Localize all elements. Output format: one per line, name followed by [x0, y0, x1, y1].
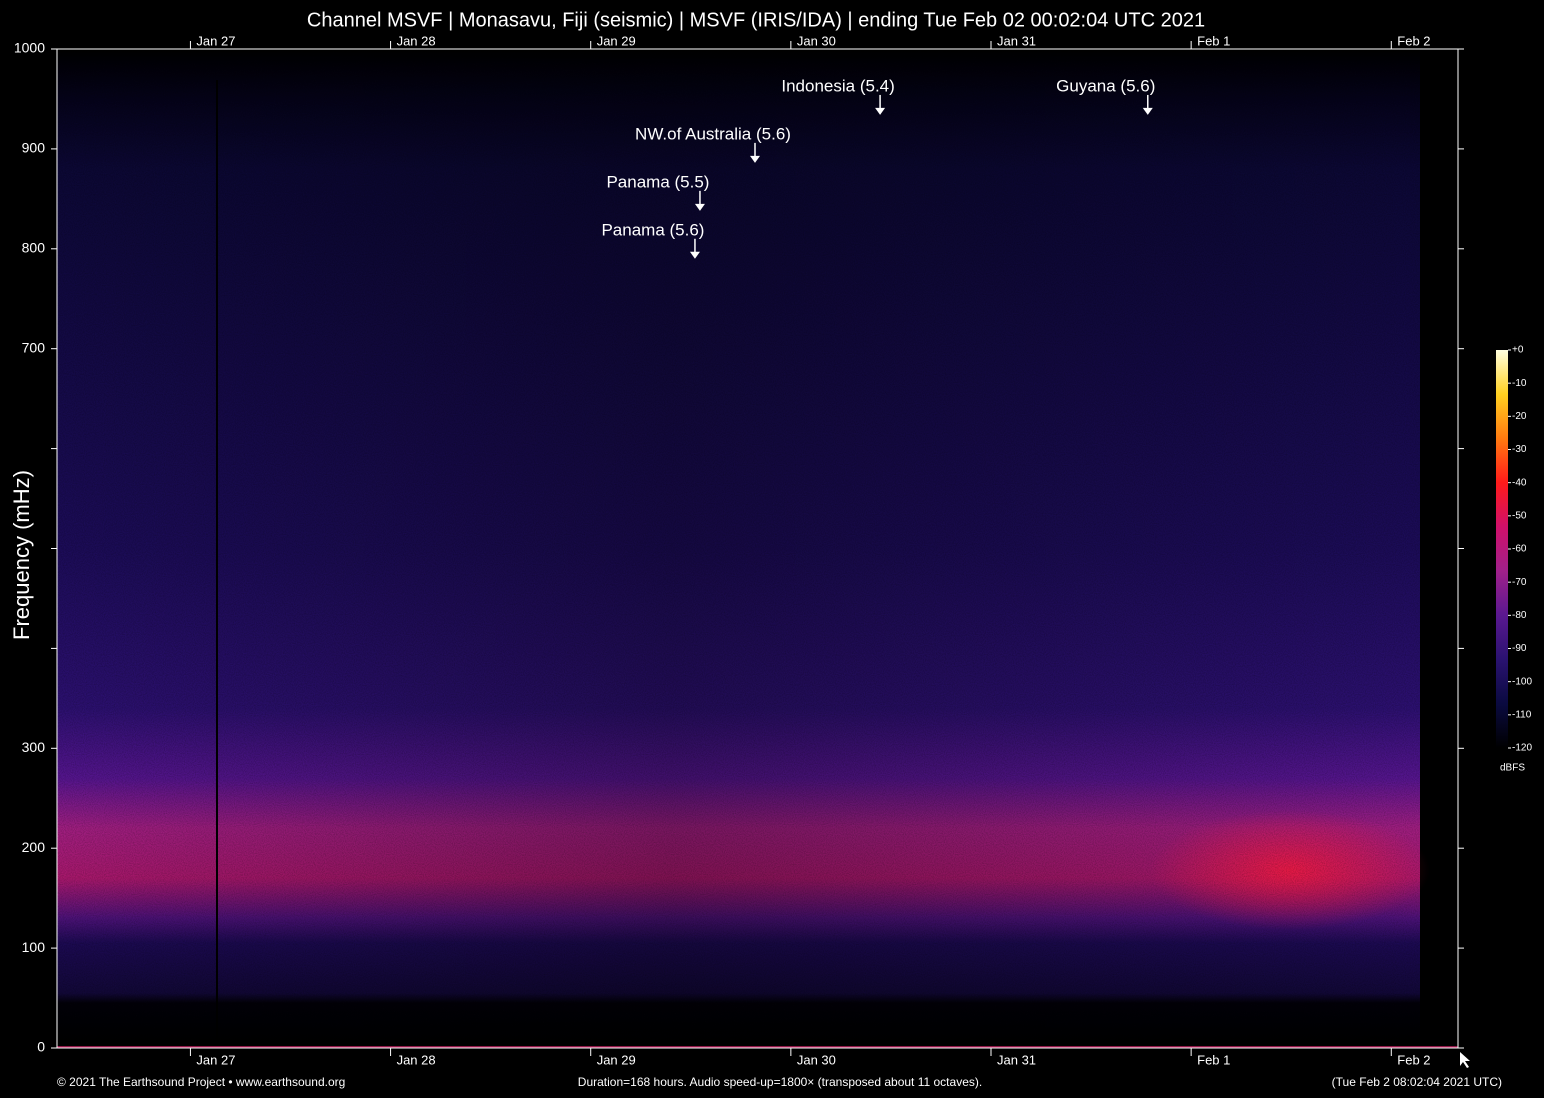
- y-tick-label: 300: [22, 739, 46, 755]
- annotation-label: Panama (5.6): [601, 220, 704, 239]
- spectrogram-noise: [57, 49, 1420, 1048]
- colorbar-label: dBFS: [1500, 763, 1525, 774]
- colorbar-tick-label: -50: [1512, 510, 1527, 521]
- x-tick-label-top: Jan 27: [196, 33, 235, 48]
- x-tick-label-top: Feb 2: [1397, 33, 1430, 48]
- colorbar-tick-label: -40: [1512, 477, 1527, 488]
- colorbar-tick-label: -80: [1512, 610, 1527, 621]
- x-tick-label: Jan 29: [597, 1052, 636, 1067]
- colorbar-tick-label: -100: [1512, 676, 1532, 687]
- x-tick-label-top: Feb 1: [1197, 33, 1230, 48]
- y-tick-label: 900: [22, 140, 46, 156]
- colorbar-tick-label: -70: [1512, 577, 1527, 588]
- y-tick-label: 100: [22, 939, 46, 955]
- x-tick-label-top: Jan 31: [997, 33, 1036, 48]
- annotation-arrowhead: [689, 251, 700, 259]
- footer-right: (Tue Feb 2 08:02:04 2021 UTC): [1332, 1075, 1502, 1089]
- annotation-label: NW.of Australia (5.6): [635, 124, 791, 143]
- annotation-arrowhead: [749, 155, 760, 163]
- annotation-label: Panama (5.5): [606, 172, 709, 191]
- colorbar-tick-label: -30: [1512, 444, 1527, 455]
- x-tick-label: Jan 31: [997, 1052, 1036, 1067]
- annotation-arrowhead: [694, 203, 705, 211]
- x-tick-label-top: Jan 28: [397, 33, 436, 48]
- y-axis-label: Frequency (mHz): [9, 470, 34, 640]
- y-tick-label: 0: [37, 1039, 45, 1055]
- colorbar-tick-label: -120: [1512, 743, 1532, 754]
- footer-left: © 2021 The Earthsound Project • www.eart…: [57, 1075, 345, 1089]
- chart-title: Channel MSVF | Monasavu, Fiji (seismic) …: [307, 9, 1205, 31]
- colorbar-tick-label: -20: [1512, 411, 1527, 422]
- x-tick-label: Jan 27: [196, 1052, 235, 1067]
- y-tick-label: 800: [22, 240, 46, 256]
- colorbar-tick-label: -10: [1512, 378, 1527, 389]
- y-tick-label: 700: [22, 339, 46, 355]
- x-tick-label-top: Jan 29: [597, 33, 636, 48]
- annotation-arrowhead: [875, 107, 886, 115]
- colorbar: [1496, 350, 1508, 748]
- colorbar-tick-label: -90: [1512, 643, 1527, 654]
- footer-center: Duration=168 hours. Audio speed-up=1800×…: [578, 1075, 982, 1089]
- y-tick-label: 1000: [14, 40, 45, 56]
- x-tick-label: Feb 2: [1397, 1052, 1430, 1067]
- x-tick-label-top: Jan 30: [797, 33, 836, 48]
- colorbar-tick-label: -110: [1512, 709, 1532, 720]
- x-tick-label: Feb 1: [1197, 1052, 1230, 1067]
- annotation-arrowhead: [1142, 107, 1153, 115]
- x-tick-label: Jan 28: [397, 1052, 436, 1067]
- colorbar-tick-label: -60: [1512, 544, 1527, 555]
- annotation-label: Indonesia (5.4): [781, 76, 894, 95]
- annotation-label: Guyana (5.6): [1056, 76, 1155, 95]
- y-tick-label: 200: [22, 839, 46, 855]
- cursor-icon: [1460, 1052, 1470, 1068]
- colorbar-tick-label: +0: [1512, 345, 1524, 356]
- x-tick-label: Jan 30: [797, 1052, 836, 1067]
